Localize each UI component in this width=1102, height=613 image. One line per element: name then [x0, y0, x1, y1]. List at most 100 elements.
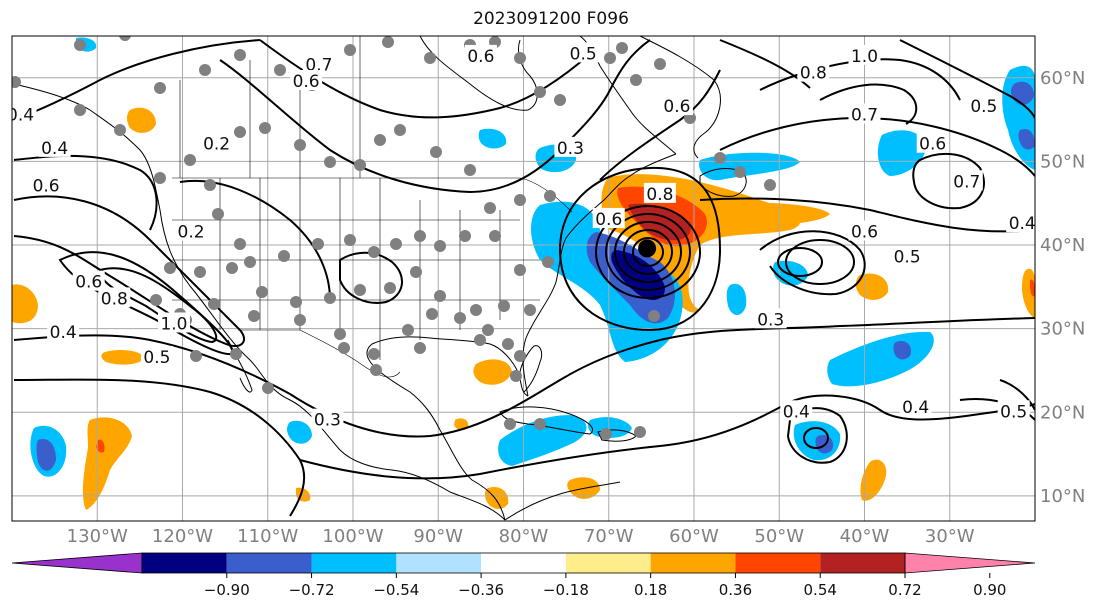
contour-label: 0.6 — [33, 177, 60, 197]
colorbar-tick-label: −0.72 — [289, 581, 335, 599]
shade-warm-ca — [855, 273, 889, 300]
station-dot — [190, 350, 202, 362]
shade-blue-pac-sw — [36, 438, 56, 471]
station-dot — [344, 44, 356, 56]
contour-label-bg — [175, 220, 208, 241]
shade-warm-pac-n — [127, 107, 156, 133]
colorbar-outline — [141, 552, 906, 574]
contours — [13, 39, 1035, 517]
colorbar-segment — [396, 553, 482, 573]
station-dot — [324, 292, 336, 304]
contour-label-bg — [916, 132, 949, 153]
shade-warm-pan — [484, 486, 509, 509]
contour-storm-2 — [605, 213, 692, 291]
contour-label-bg — [30, 174, 63, 195]
station-dot — [384, 282, 396, 294]
contour-label-bg — [950, 170, 983, 191]
contour-label: 0.6 — [293, 72, 320, 92]
contour-label: 0.5 — [970, 97, 997, 117]
shade-warm-se — [860, 459, 887, 501]
lat-tick-label: 20°N — [1040, 402, 1085, 423]
lon-tick-label: 130°W — [67, 526, 128, 547]
station-dot — [394, 124, 406, 136]
station-dot — [414, 342, 426, 354]
colorbar-segment — [142, 553, 227, 573]
contour-natl-2 — [719, 116, 1035, 177]
shade-red-pac-s — [96, 439, 105, 453]
contour-label: 0.6 — [595, 210, 622, 230]
longitude-labels: 130°W 120°W 110°W 100°W 90°W 80°W 70°W 60°W 50°W… — [67, 526, 975, 547]
contour-mid-3 — [339, 251, 403, 304]
station-dot — [534, 86, 546, 98]
station-dot — [74, 104, 86, 116]
contour-label: 0.4 — [7, 105, 34, 125]
shade-blue-ice2 — [1018, 128, 1035, 150]
contour-pac-low — [13, 154, 158, 231]
colorbar-tick-label: 0.36 — [719, 581, 752, 599]
contour-label-bg — [660, 95, 693, 116]
contour-label-bg — [1006, 212, 1035, 233]
contour-sub-3 — [777, 247, 824, 277]
shade-red-far-e — [1030, 279, 1035, 297]
lon-tick-label: 80°W — [499, 526, 549, 547]
contour-label: 0.2 — [178, 223, 205, 243]
station-dot — [226, 262, 238, 274]
station-dot — [324, 156, 336, 168]
station-dot — [234, 49, 246, 61]
latitude-labels: 60°N 50°N 40°N 30°N 20°N 10°N — [1040, 68, 1085, 507]
coast-sa — [504, 481, 621, 521]
contour-label: 0.5 — [570, 44, 597, 64]
map-border — [11, 35, 1036, 522]
station-dot — [259, 122, 271, 134]
station-dot — [234, 126, 246, 138]
borders — [172, 36, 573, 378]
shade-cold-ms — [726, 283, 747, 315]
contour-label-bg — [967, 95, 1000, 116]
station-dot — [600, 428, 612, 440]
contour-e-far2 — [999, 379, 1035, 411]
station-dot — [424, 52, 436, 64]
lon-tick-label: 30°W — [925, 526, 975, 547]
contour-pac-4 — [13, 39, 261, 121]
station-dot — [256, 286, 268, 298]
shaded-field — [12, 37, 1035, 510]
station-dot — [414, 230, 426, 242]
contour-label-bg — [311, 408, 344, 429]
station-dot — [290, 296, 302, 308]
contour-natl-5 — [819, 83, 918, 125]
station-dot — [484, 202, 496, 214]
contour-label: 0.4 — [1009, 214, 1036, 234]
station-dot — [648, 310, 660, 322]
coast-gulf — [366, 336, 529, 521]
station-dot — [334, 328, 346, 340]
station-dot — [114, 124, 126, 136]
station-dot — [74, 39, 86, 51]
station-dot — [734, 166, 746, 178]
station-dot — [534, 418, 546, 430]
station-dot — [634, 426, 646, 438]
contour-lab-1 — [559, 39, 651, 151]
station-dot — [294, 314, 306, 326]
station-dot — [230, 348, 242, 360]
station-dot — [274, 64, 286, 76]
contour-storm-4 — [623, 229, 674, 275]
map-title: 2023091200 F096 — [473, 9, 629, 29]
coast-hudson — [419, 36, 538, 111]
contour-label: 0.4 — [41, 139, 68, 159]
station-dot — [278, 250, 290, 262]
contour-label: 0.6 — [75, 273, 102, 293]
station-dot — [150, 294, 162, 306]
contour-storm-5 — [632, 237, 665, 267]
border-us-mexico — [238, 329, 401, 378]
station-dot — [390, 238, 402, 250]
contour-label-bg — [754, 308, 787, 329]
contour-label: 0.6 — [663, 97, 690, 117]
contour-label: 0.4 — [50, 323, 77, 343]
station-dot — [544, 190, 556, 202]
contour-label: 0.6 — [851, 223, 878, 243]
lon-tick-label: 60°W — [669, 526, 719, 547]
shade-warm-pac-s — [82, 417, 132, 510]
colorbar-tick-label: 0.72 — [888, 581, 921, 599]
contour-label-bg — [98, 287, 131, 308]
shade-cold-storm — [531, 201, 683, 362]
